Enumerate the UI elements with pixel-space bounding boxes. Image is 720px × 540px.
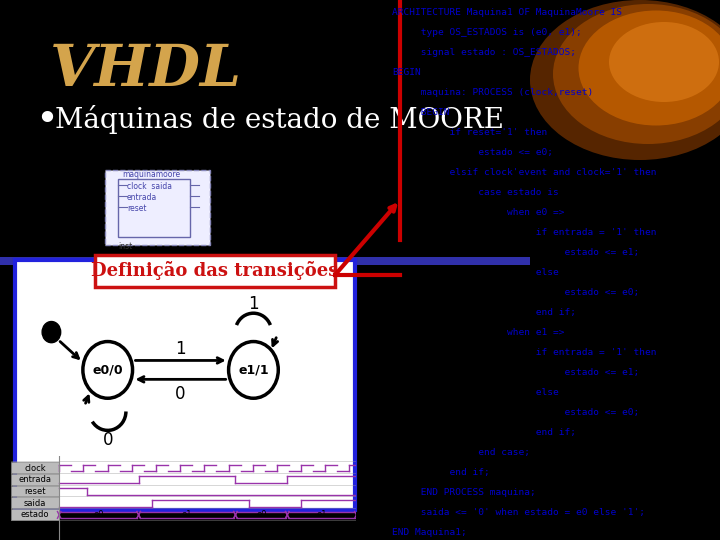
Text: estado <= e0;: estado <= e0;	[392, 288, 639, 297]
Bar	[11, 509, 59, 520]
Text: 1: 1	[248, 295, 258, 313]
Text: maquina: PROCESS (clock,reset): maquina: PROCESS (clock,reset)	[392, 88, 593, 97]
Text: else: else	[392, 268, 559, 277]
Text: END Maquina1;: END Maquina1;	[392, 528, 467, 537]
Text: end if;: end if;	[392, 468, 490, 477]
Text: end case;: end case;	[392, 448, 530, 457]
Bar	[11, 474, 59, 485]
Circle shape	[228, 342, 278, 399]
Ellipse shape	[578, 10, 720, 125]
Text: Definição das transições: Definição das transições	[91, 261, 338, 280]
Ellipse shape	[530, 0, 720, 160]
Text: clock  saida: clock saida	[127, 182, 172, 191]
Text: estado: estado	[21, 510, 49, 519]
Ellipse shape	[609, 22, 719, 102]
Text: when e0 =>: when e0 =>	[392, 208, 564, 217]
Text: VHDL: VHDL	[50, 42, 242, 98]
Text: else: else	[392, 388, 559, 397]
Text: type OS_ESTADOS is (e0, e1);: type OS_ESTADOS is (e0, e1);	[392, 28, 582, 37]
Text: 0: 0	[102, 431, 113, 449]
Bar	[11, 485, 59, 496]
Text: END PROCESS maquina;: END PROCESS maquina;	[392, 488, 536, 497]
Text: reset: reset	[24, 487, 46, 496]
Text: entrada: entrada	[19, 475, 52, 484]
Text: 0: 0	[176, 386, 186, 403]
Text: e0: e0	[94, 510, 104, 519]
Text: saida <= '0' when estado = e0 else '1';: saida <= '0' when estado = e0 else '1';	[392, 508, 644, 517]
Text: entrada: entrada	[127, 193, 157, 202]
Text: case estado is: case estado is	[392, 188, 559, 197]
Circle shape	[42, 321, 60, 343]
Text: when e1 =>: when e1 =>	[392, 328, 564, 337]
Text: estado <= e0;: estado <= e0;	[392, 408, 639, 417]
Text: if entrada = '1' then: if entrada = '1' then	[392, 228, 656, 237]
Text: clock: clock	[24, 463, 46, 472]
Text: e0/0: e0/0	[92, 363, 123, 376]
Bar	[0, 257, 530, 265]
Text: saida: saida	[24, 498, 46, 508]
FancyBboxPatch shape	[105, 170, 210, 245]
FancyBboxPatch shape	[15, 260, 355, 510]
Text: e1: e1	[317, 510, 327, 519]
Text: estado <= e0;: estado <= e0;	[392, 148, 553, 157]
Text: elsif clock'event and clock='1' then: elsif clock'event and clock='1' then	[392, 168, 656, 177]
Text: e1/1: e1/1	[238, 363, 269, 376]
Text: signal estado : OS_ESTADOS;: signal estado : OS_ESTADOS;	[392, 48, 576, 57]
Text: end if;: end if;	[392, 428, 576, 437]
Text: estado <= e1;: estado <= e1;	[392, 368, 639, 377]
Text: BEGIN: BEGIN	[392, 68, 420, 77]
FancyBboxPatch shape	[95, 255, 335, 287]
Text: if reset='1' then: if reset='1' then	[392, 128, 547, 137]
Text: reset: reset	[127, 204, 146, 213]
Bar	[11, 462, 59, 473]
Text: BEGIN: BEGIN	[392, 108, 449, 117]
Text: maquinamoore: maquinamoore	[122, 170, 180, 179]
FancyBboxPatch shape	[118, 179, 190, 237]
Text: if entrada = '1' then: if entrada = '1' then	[392, 348, 656, 357]
Text: Máquinas de estado de MOORE: Máquinas de estado de MOORE	[55, 105, 504, 134]
Text: ARCHITECTURE Maquina1 OF MaquinaMoore IS: ARCHITECTURE Maquina1 OF MaquinaMoore IS	[392, 8, 622, 17]
Text: end if;: end if;	[392, 308, 576, 317]
Bar	[11, 497, 59, 508]
Text: estado <= e1;: estado <= e1;	[392, 248, 639, 257]
Circle shape	[83, 342, 132, 399]
Text: inst: inst	[118, 242, 132, 251]
Text: •: •	[35, 101, 58, 139]
Text: 1: 1	[175, 340, 186, 358]
Text: e0: e0	[256, 510, 266, 519]
Text: e1: e1	[182, 510, 192, 519]
Ellipse shape	[553, 4, 720, 144]
